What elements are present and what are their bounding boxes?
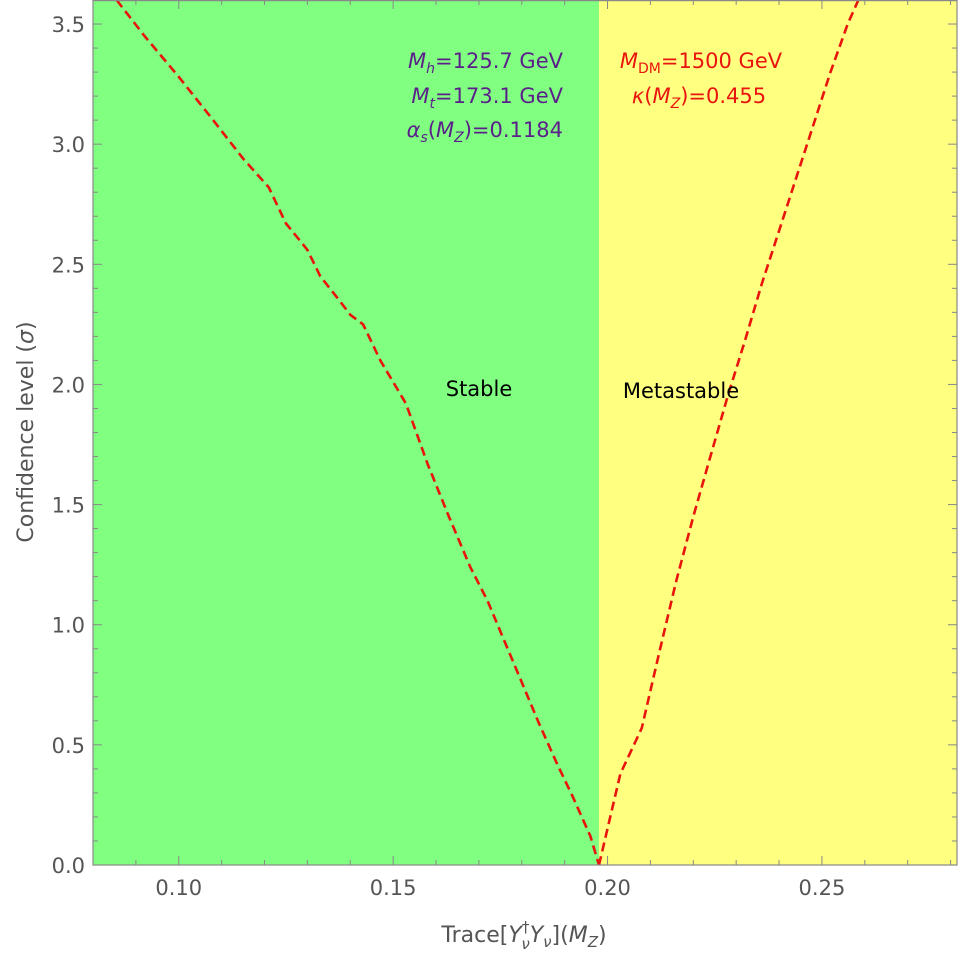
x-tick-label: 0.10 [155,876,202,900]
stable-label: Stable [446,377,513,401]
x-axis-title: Trace[Y† νYν](MZ) [440,918,606,953]
y-tick-label: 2.0 [52,373,85,397]
y-tick-label: 3.5 [52,13,85,37]
y-tick-label: 2.5 [52,253,85,277]
y-tick-label: 0.5 [52,734,85,758]
curves [115,0,860,866]
annotation-mt: Mt=173.1 GeV [411,84,563,112]
y-tick-label: 0.0 [52,854,85,878]
x-tick-label: 0.15 [370,876,417,900]
annotation-alpha-s: αs(MZ)=0.1184 [407,118,563,146]
metastable-region [598,0,957,865]
annotation-mdm: MDM=1500 GeV [620,49,783,77]
metastable-label: Metastable [623,379,739,403]
y-tick-label: 3.0 [52,133,85,157]
y-tick-label: 1.0 [52,614,85,638]
boundary-curve-2 [597,0,860,866]
y-tick-label: 1.5 [52,494,85,518]
x-tick-label: 0.20 [584,876,631,900]
boundary-curve-1 [115,0,601,866]
y-axis-title: Confidence level (σ) [14,321,39,542]
annotation-kappa: κ(MZ)=0.455 [632,84,766,112]
annotation-mh: Mh=125.7 GeV [408,49,564,77]
axis-ticks: 0.10 0.15 0.20 0.25 0.0 0.5 1.0 1.5 2.0 2.5 3.0 3.5 [52,0,957,900]
stable-region [93,0,599,865]
x-tick-label: 0.25 [799,876,846,900]
plot-regions [93,0,957,865]
